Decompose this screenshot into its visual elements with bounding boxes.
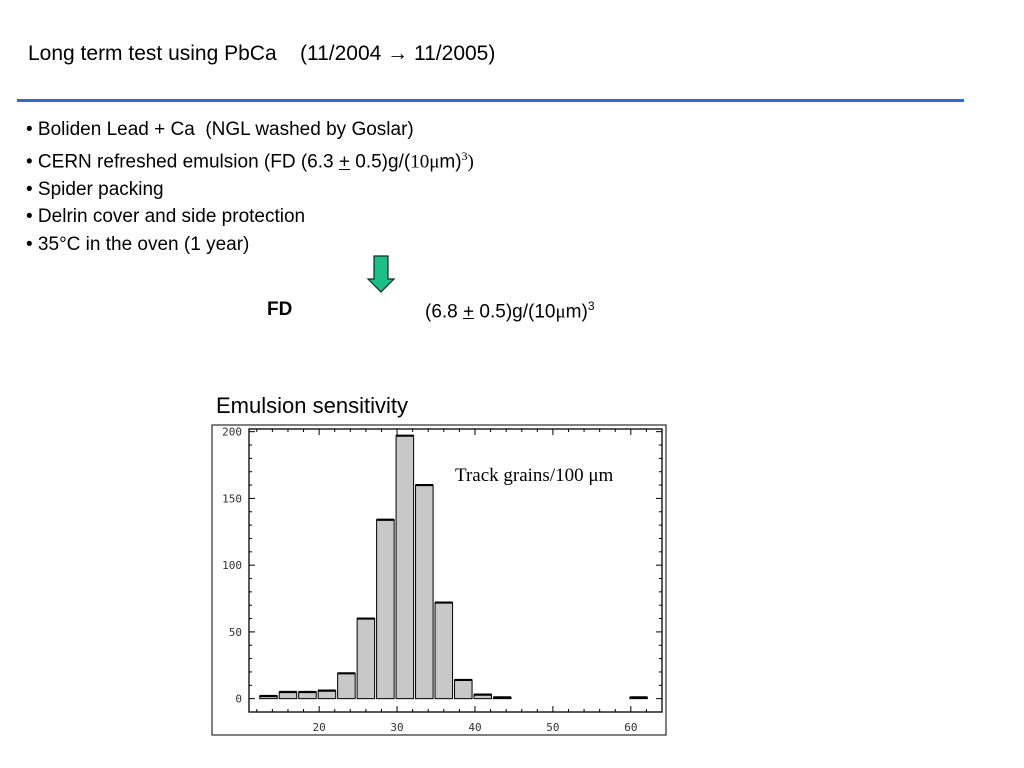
plot-area bbox=[248, 428, 663, 713]
y-tick-label: 100 bbox=[222, 559, 242, 572]
cern-exponent: 3 bbox=[461, 149, 468, 164]
bullet-oven: • 35°C in the oven (1 year) bbox=[26, 233, 250, 255]
cern-ten: 10 bbox=[410, 151, 430, 173]
histogram-bar bbox=[395, 435, 415, 700]
bullet-cern: • CERN refreshed emulsion (FD (6.3 + 0.5… bbox=[26, 143, 474, 176]
bars-group bbox=[259, 434, 648, 700]
fd-mid: 0.5)g/(10 bbox=[474, 301, 556, 323]
y-tick-label: 0 bbox=[235, 693, 242, 706]
cern-prefix: • CERN refreshed emulsion (FD (6.3 bbox=[26, 151, 339, 173]
title-dates-start: (11/2004 bbox=[299, 42, 388, 65]
bullet-delrin: • Delrin cover and side protection bbox=[26, 206, 306, 228]
y-tick-label: 150 bbox=[222, 492, 242, 505]
chart-title: Emulsion sensitivity bbox=[216, 393, 408, 418]
x-tick-label: 20 bbox=[313, 721, 326, 734]
down-arrow-icon bbox=[366, 255, 396, 293]
mu-symbol: μ bbox=[429, 151, 440, 173]
chart-annotation: Track grains/100 μm bbox=[455, 465, 614, 486]
fd-mu-symbol: μ bbox=[555, 301, 566, 323]
axis-ticks bbox=[249, 429, 663, 712]
tick-labels: 20 30 40 50 60 0 50 100 150 200 bbox=[222, 426, 637, 734]
x-tick-label: 50 bbox=[546, 721, 559, 734]
fd-plus-minus: + bbox=[463, 301, 475, 323]
histogram-bar bbox=[317, 690, 337, 700]
plus-minus: + bbox=[338, 151, 350, 173]
title-main: Long term test using PbCa bbox=[28, 42, 277, 65]
histogram-bar bbox=[356, 618, 376, 700]
histogram-bar bbox=[434, 602, 454, 700]
fd-exponent: 3 bbox=[587, 299, 595, 313]
histogram-bar bbox=[454, 679, 473, 700]
x-tick-label: 30 bbox=[390, 721, 403, 734]
title-divider bbox=[17, 99, 964, 102]
cern-unit: m) bbox=[439, 151, 462, 173]
slide-title: Long term test using PbCa (11/2004 → 11/… bbox=[28, 42, 495, 66]
x-tick-label: 60 bbox=[624, 721, 637, 734]
bullet-lead: • Boliden Lead + Ca (NGL washed by Gosla… bbox=[26, 119, 414, 140]
histogram-bar bbox=[415, 484, 434, 700]
x-tick-label: 40 bbox=[468, 721, 481, 734]
y-tick-label: 50 bbox=[229, 626, 242, 639]
fd-prefix: (6.8 bbox=[425, 301, 464, 323]
title-dates-end: 11/2005) bbox=[408, 42, 496, 65]
fd-unit: m) bbox=[565, 301, 588, 323]
fd-value: (6.8 + 0.5)g/(10μm)3 bbox=[425, 299, 595, 323]
cern-mid: 0.5)g/( bbox=[349, 151, 411, 173]
fd-label: FD bbox=[267, 299, 293, 320]
histogram-bar bbox=[337, 672, 356, 700]
bullet-list: • Boliden Lead + Ca (NGL washed by Gosla… bbox=[26, 116, 474, 258]
y-tick-label: 200 bbox=[222, 426, 242, 439]
right-arrow-icon: → bbox=[387, 42, 409, 65]
cern-suffix: ) bbox=[467, 151, 474, 173]
bullet-spider: • Spider packing bbox=[26, 178, 164, 200]
histogram-bar bbox=[376, 519, 395, 700]
chart-frame bbox=[211, 424, 667, 736]
